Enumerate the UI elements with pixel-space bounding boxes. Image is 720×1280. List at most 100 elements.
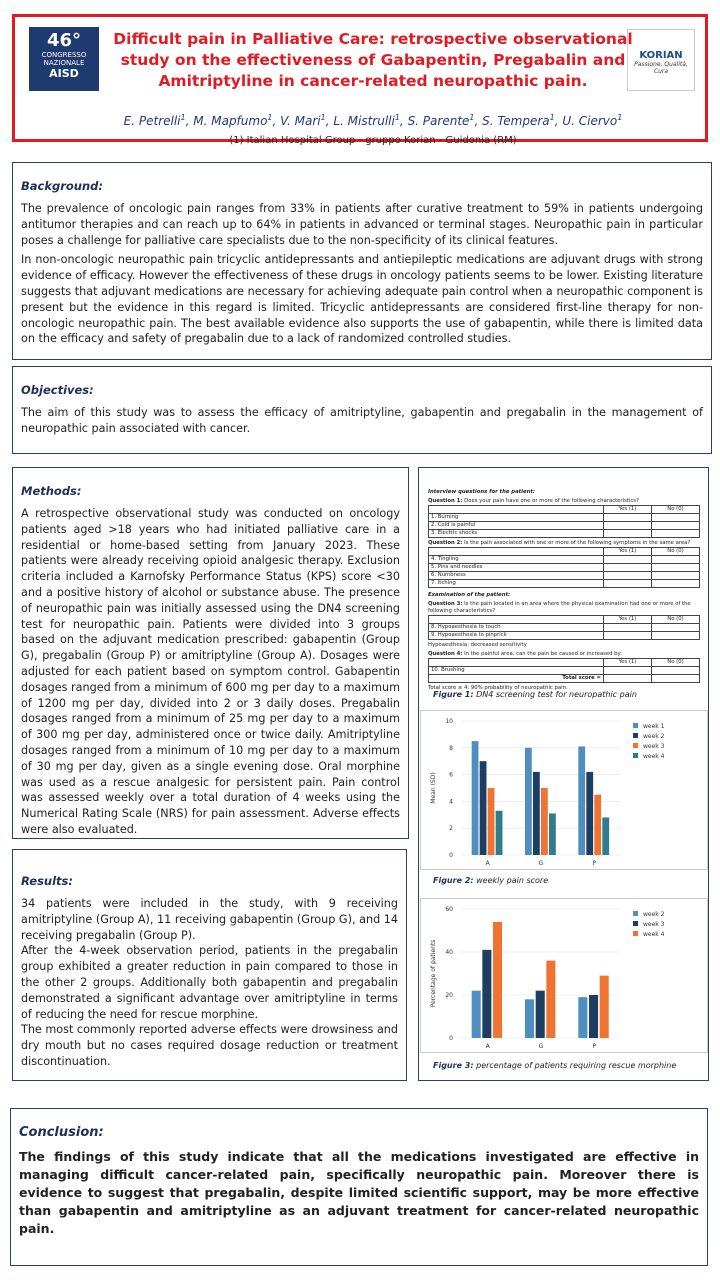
author-affiliation: 1: [469, 113, 475, 122]
paragraph: A retrospective observational study was …: [21, 507, 400, 836]
caption-label: Figure 3:: [433, 1061, 474, 1070]
author-name: S. Parente: [407, 114, 470, 128]
bar: [493, 921, 503, 1038]
cell: [651, 513, 700, 522]
author: M. Mapfumo1: [193, 113, 280, 128]
item-row: 1. Burning: [428, 513, 700, 522]
author: V. Mari1: [280, 113, 333, 128]
author-affiliation: 1: [267, 113, 273, 122]
item-row: 10. Brushing: [428, 666, 700, 675]
paragraph: The aim of this study was to assess the …: [21, 406, 703, 435]
y-tick-label: 40: [445, 949, 453, 956]
column-header: No (0): [651, 505, 700, 514]
column-header: No (0): [651, 615, 700, 624]
legend-label: week 1: [643, 723, 665, 730]
authors: E. Petrelli1M. Mapfumo1V. Mari1L. Mistru…: [95, 113, 651, 128]
heading: Results:: [21, 874, 73, 888]
cell: [603, 563, 652, 572]
bar: [586, 771, 594, 855]
korian-logo: KORIAN Passione, Qualità, Cura: [627, 29, 695, 91]
cell: [603, 513, 652, 522]
author-affiliation: 1: [320, 113, 326, 122]
item: 2. Cold is painful: [428, 521, 604, 530]
item: 10. Brushing: [428, 666, 604, 675]
logo-text: Passione, Qualità, Cura: [634, 61, 688, 75]
bar: [482, 949, 492, 1038]
x-tick-label: P: [593, 1043, 597, 1050]
y-tick-label: 60: [445, 906, 453, 913]
question-text: Does your pain have one or more of the f…: [464, 498, 639, 504]
results-section: Results: 34 patients were included in th…: [12, 849, 407, 1081]
legend-label: week 2: [643, 911, 665, 918]
legend-label: week 3: [643, 743, 665, 750]
column-header: No (0): [651, 658, 700, 667]
dn4-grid: Yes (1) No (0) 1. Burning 2. Cold is painfu…: [428, 505, 700, 538]
item: 6. Numbness: [428, 571, 604, 580]
cell: [428, 547, 604, 556]
paragraph: The findings of this study indicate that…: [19, 1149, 699, 1236]
question-label: Question 3:: [428, 601, 463, 607]
heading: Objectives:: [21, 383, 94, 397]
author-name: E. Petrelli: [123, 114, 181, 128]
question-text: Is the pain located in an area where the…: [428, 601, 691, 614]
header: 46° CONGRESSO NAZIONALE AISD Difficult p…: [12, 14, 708, 146]
aisd-logo: 46° CONGRESSO NAZIONALE AISD: [29, 27, 99, 91]
logo-text: CONGRESSO NAZIONALE: [41, 51, 87, 67]
bar: [487, 788, 495, 855]
author-name: L. Mistrulli: [333, 114, 395, 128]
bar: [594, 794, 602, 855]
caption: Figure 3: percentage of patients requiri…: [433, 1061, 676, 1070]
legend-swatch: [633, 753, 638, 758]
heading: Methods:: [21, 484, 82, 498]
methods-section: Methods: A retrospective observational s…: [12, 467, 409, 839]
y-axis-label: Percentage of patients: [430, 940, 437, 1008]
x-tick-label: G: [539, 1043, 544, 1050]
dn4-subheading: Examination of the patient:: [428, 592, 511, 598]
cell: [428, 505, 604, 514]
author: U. Ciervo1: [562, 113, 622, 128]
column-header: Yes (1): [603, 658, 652, 667]
author: L. Mistrulli1: [333, 113, 407, 128]
item: 9. Hypoaesthesia to pinprick: [428, 631, 604, 640]
dn4-table: Interview questions for the patient: Ques…: [420, 485, 708, 691]
x-tick-label: G: [539, 860, 544, 867]
item: 8. Hypoaesthesia to touch: [428, 623, 604, 632]
dn4-footer: Total score ≥ 4: 90% probability of neur…: [428, 685, 568, 691]
cell: [651, 631, 700, 640]
objectives-section: Objectives: The aim of this study was to…: [12, 366, 712, 454]
cell: [651, 579, 700, 588]
author-name: M. Mapfumo: [193, 114, 268, 128]
logo-text: KORIAN: [639, 50, 683, 61]
bar: [578, 746, 586, 855]
bar: [546, 960, 556, 1038]
dn4-grid: Yes (1) No (0) 4. Tingling 5. Pins and need…: [428, 547, 700, 588]
cell: [603, 674, 652, 683]
heading: Background:: [21, 179, 103, 193]
heading: Conclusion:: [19, 1125, 104, 1140]
author: S. Parente1: [407, 113, 483, 128]
x-tick-label: A: [486, 1043, 491, 1050]
cell: [603, 529, 652, 538]
author-name: V. Mari: [280, 114, 321, 128]
y-tick-label: 8: [449, 745, 453, 752]
affiliation: (1) Italian Hospital Group - gruppo Kori…: [229, 135, 517, 146]
paragraph: 34 patients were included in the study, …: [21, 897, 398, 942]
legend-swatch: [633, 911, 638, 916]
bar: [479, 761, 487, 855]
bar: [578, 997, 588, 1038]
item: 5. Pins and needles: [428, 563, 604, 572]
dn4-heading: Interview questions for the patient:: [428, 489, 536, 495]
paragraph: In non-oncologic neuropathic pain tricyc…: [21, 253, 703, 346]
bar: [525, 999, 535, 1038]
caption: Figure 1: DN4 screening test for neuropa…: [433, 690, 637, 699]
logo-text: AISD: [49, 67, 79, 80]
bar: [602, 817, 610, 855]
cell: [651, 571, 700, 580]
cell: [603, 631, 652, 640]
y-tick-label: 6: [449, 772, 453, 779]
column-header: Yes (1): [603, 505, 652, 514]
author: S. Tempera1: [482, 113, 562, 128]
bar: [471, 990, 481, 1038]
question-text: In the painful area, can the pain be cau…: [464, 651, 623, 657]
